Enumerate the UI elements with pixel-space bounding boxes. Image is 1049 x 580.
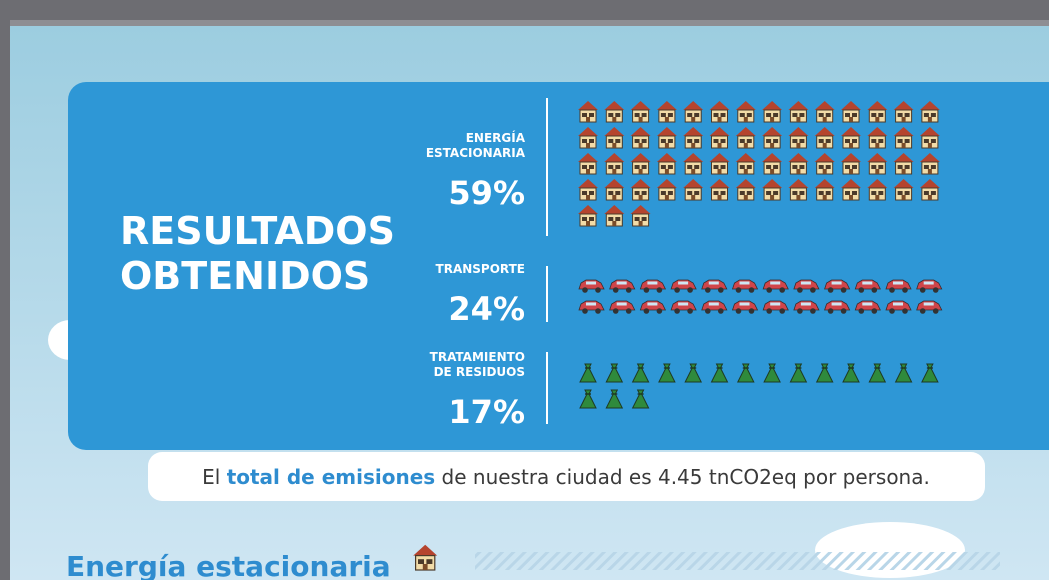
item-percent: 17% (448, 393, 525, 431)
item-label: ESTACIONARIA (426, 146, 526, 160)
section-title: Energía estacionaria (66, 550, 391, 580)
item-percent: 24% (448, 290, 525, 328)
item-label: DE RESIDUOS (434, 365, 525, 379)
summary-before: El (202, 465, 227, 489)
summary-after: de nuestra ciudad es 4.45 tnCO2eq por pe… (435, 465, 930, 489)
summary-highlight: total de emisiones (227, 465, 436, 489)
page: {"panel": {"title_lines": ["RESULTADOS",… (0, 0, 1049, 580)
panel-title: OBTENIDOS (120, 254, 370, 298)
top-bar (10, 20, 1049, 26)
item-percent: 59% (448, 174, 525, 212)
item-label: ENERGÍA (466, 130, 526, 145)
panel-title: RESULTADOS (120, 209, 395, 253)
summary-text: El total de emisiones de nuestra ciudad … (202, 465, 930, 489)
divider (475, 552, 1000, 570)
item-label: TRATAMIENTO (430, 350, 525, 364)
item-label: TRANSPORTE (436, 262, 525, 276)
infographic: RESULTADOS OBTENIDOS El total de emision… (0, 0, 1049, 580)
